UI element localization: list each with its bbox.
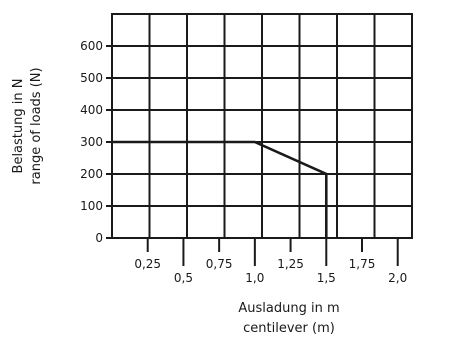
y-axis: 0 100 200 300 400 500 600 (80, 39, 112, 245)
x-tick-label: 1,0 (245, 271, 264, 285)
x-tick-label: 1,25 (277, 257, 304, 271)
grid (111, 13, 413, 239)
x-axis-title-line: Ausladung in m (238, 301, 339, 316)
y-tick-label: 600 (80, 39, 103, 53)
y-tick-label: 500 (80, 71, 103, 85)
y-tick-label: 400 (80, 103, 103, 117)
plot-border (111, 13, 413, 239)
x-axis: 0,25 0,5 0,75 1,0 1,25 1,5 1,75 2,0 (134, 238, 407, 285)
x-tick-label: 2,0 (388, 271, 407, 285)
y-tick-label: 200 (80, 167, 103, 181)
x-tick-label: 0,75 (206, 257, 233, 271)
x-tick-label: 0,5 (174, 271, 193, 285)
x-axis-title: Ausladung in m centilever (m) (238, 301, 339, 336)
y-tick-label: 100 (80, 199, 103, 213)
load-limit-line (112, 140, 328, 238)
y-axis-title-line: range of loads (N) (29, 67, 44, 184)
series (112, 140, 328, 238)
y-tick-label: 300 (80, 135, 103, 149)
x-axis-title-line: centilever (m) (243, 321, 335, 336)
x-tick-label: 1,75 (349, 257, 376, 271)
y-axis-title-line: Belastung in N (11, 79, 26, 174)
x-tick-label: 1,5 (317, 271, 336, 285)
x-tick-label: 0,25 (134, 257, 161, 271)
y-tick-label: 0 (95, 231, 103, 245)
